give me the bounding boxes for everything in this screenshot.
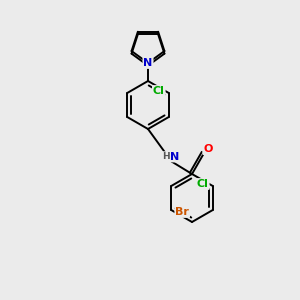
Text: Cl: Cl xyxy=(153,86,165,96)
Text: O: O xyxy=(203,144,213,154)
Text: N: N xyxy=(170,152,179,161)
Text: Br: Br xyxy=(175,207,189,217)
Text: N: N xyxy=(143,58,153,68)
Text: H: H xyxy=(162,152,170,161)
Text: Cl: Cl xyxy=(197,179,209,189)
